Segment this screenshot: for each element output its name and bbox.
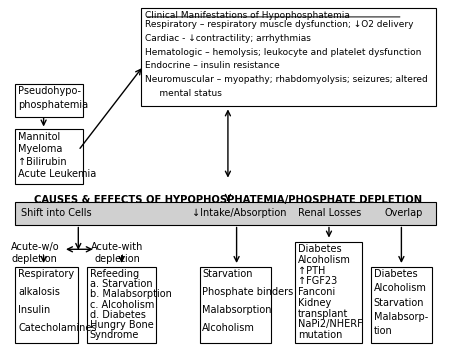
FancyBboxPatch shape [295,242,362,343]
FancyBboxPatch shape [87,267,156,343]
Text: Respiratory – respiratory muscle dysfunction; ↓O2 delivery: Respiratory – respiratory muscle dysfunc… [145,20,413,29]
Text: Acute-with
depletion: Acute-with depletion [91,242,144,264]
Text: Malabsorption: Malabsorption [202,305,272,315]
Text: Alcoholism: Alcoholism [298,255,351,265]
Text: Endocrine – insulin resistance: Endocrine – insulin resistance [145,61,279,70]
FancyBboxPatch shape [200,267,271,343]
Text: ↑PTH: ↑PTH [298,266,325,276]
Text: Catecholamines: Catecholamines [18,323,97,333]
Text: Alcoholism: Alcoholism [202,323,255,333]
Text: Alcoholism: Alcoholism [374,283,427,293]
Text: ↑Bilirubin: ↑Bilirubin [18,157,67,167]
Text: Starvation: Starvation [202,269,253,279]
Text: transplant: transplant [298,309,348,319]
Text: Clinical Manifestations of Hypophosphatemia: Clinical Manifestations of Hypophosphate… [145,11,349,19]
Text: b. Malabsorption: b. Malabsorption [90,290,172,299]
Text: Diabetes: Diabetes [298,244,341,254]
Text: Hungry Bone: Hungry Bone [90,320,153,330]
Text: mutation: mutation [298,330,342,340]
Text: Shift into Cells: Shift into Cells [21,208,92,218]
Text: Respiratory: Respiratory [18,269,74,279]
Text: Overlap: Overlap [384,208,423,218]
Text: tion: tion [374,326,392,336]
Text: Renal Losses: Renal Losses [298,208,362,218]
Text: Refeeding: Refeeding [90,269,139,279]
Text: Cardiac - ↓contractility; arrhythmias: Cardiac - ↓contractility; arrhythmias [145,34,310,43]
Text: mental status: mental status [145,88,221,98]
Text: CAUSES & EFFECTS OF HYPOPHOSPHATEMIA/PHOSPHATE DEPLETION: CAUSES & EFFECTS OF HYPOPHOSPHATEMIA/PHO… [34,195,422,205]
FancyBboxPatch shape [371,267,432,343]
Text: Starvation: Starvation [374,298,424,308]
Text: c. Alcoholism: c. Alcoholism [90,300,154,310]
Text: a. Starvation: a. Starvation [90,279,152,289]
Text: NaPi2/NHERF: NaPi2/NHERF [298,319,363,329]
Text: d. Diabetes: d. Diabetes [90,310,146,320]
Text: Malabsorp-: Malabsorp- [374,312,428,322]
Text: Neuromuscular – myopathy; rhabdomyolysis; seizures; altered: Neuromuscular – myopathy; rhabdomyolysis… [145,75,428,84]
Text: Myeloma: Myeloma [18,144,63,154]
Text: Acute-w/o
depletion: Acute-w/o depletion [10,242,59,264]
FancyBboxPatch shape [16,267,78,343]
FancyBboxPatch shape [16,84,82,117]
Text: phosphatemia: phosphatemia [18,100,88,110]
Text: Phosphate binders: Phosphate binders [202,287,293,297]
Text: Pseudohypo-: Pseudohypo- [18,86,81,96]
FancyBboxPatch shape [141,8,436,107]
FancyBboxPatch shape [16,130,82,184]
Text: ↓Intake/Absorption: ↓Intake/Absorption [191,208,286,218]
Text: Kidney: Kidney [298,298,331,308]
Text: Diabetes: Diabetes [374,269,417,279]
Text: Hematologic – hemolysis; leukocyte and platelet dysfunction: Hematologic – hemolysis; leukocyte and p… [145,47,421,57]
Text: Mannitol: Mannitol [18,132,60,142]
Text: Fanconi: Fanconi [298,287,335,297]
Text: Syndrome: Syndrome [90,330,139,341]
Text: Acute Leukemia: Acute Leukemia [18,169,96,179]
Text: Insulin: Insulin [18,305,50,315]
FancyBboxPatch shape [16,202,436,224]
Text: alkalosis: alkalosis [18,287,60,297]
Text: ↑FGF23: ↑FGF23 [298,276,337,286]
